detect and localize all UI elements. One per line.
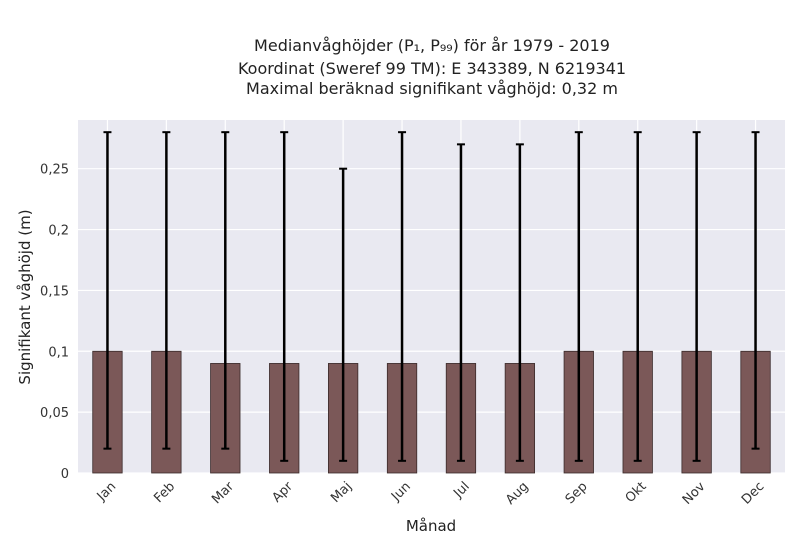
y-tick-label: 0,1 (48, 345, 69, 360)
x-tick-label: Maj (328, 479, 355, 506)
x-tick-label: Jul (450, 479, 472, 501)
y-tick-label: 0 (61, 467, 69, 482)
title-line-1: Medianvåghöjder (P₁, P₉₉) för år 1979 - … (254, 36, 610, 55)
x-tick-label: Apr (270, 479, 297, 506)
x-tick-label: Jun (388, 479, 414, 505)
x-tick-label: Jan (94, 479, 119, 504)
y-axis-label: Signifikant våghöjd (m) (16, 209, 34, 384)
x-axis-ticks: Jan Feb Mar Apr Maj Jun Jul Aug Sep Okt Nov Dec (94, 479, 768, 508)
chart-title: Medianvåghöjder (P₁, P₉₉) för år 1979 - … (238, 36, 626, 98)
y-tick-label: 0,2 (48, 224, 69, 239)
x-axis-label: Månad (406, 517, 456, 535)
y-tick-label: 0,15 (40, 284, 69, 299)
x-tick-label: Mar (209, 479, 237, 507)
y-tick-label: 0,05 (40, 406, 69, 421)
title-line-3: Maximal beräknad signifikant våghöjd: 0,… (246, 79, 618, 98)
x-tick-label: Okt (623, 479, 650, 506)
y-tick-label: 0,25 (40, 163, 69, 178)
x-tick-label: Aug (503, 479, 532, 508)
x-tick-label: Sep (563, 479, 591, 507)
x-tick-label: Dec (739, 479, 767, 507)
title-line-2: Koordinat (Sweref 99 TM): E 343389, N 62… (238, 59, 626, 78)
error-bars (103, 131, 760, 462)
x-tick-label: Feb (151, 479, 178, 506)
y-axis-ticks: 0 0,05 0,1 0,15 0,2 0,25 (40, 163, 69, 482)
x-tick-label: Nov (680, 479, 709, 508)
plot-area (78, 120, 785, 473)
